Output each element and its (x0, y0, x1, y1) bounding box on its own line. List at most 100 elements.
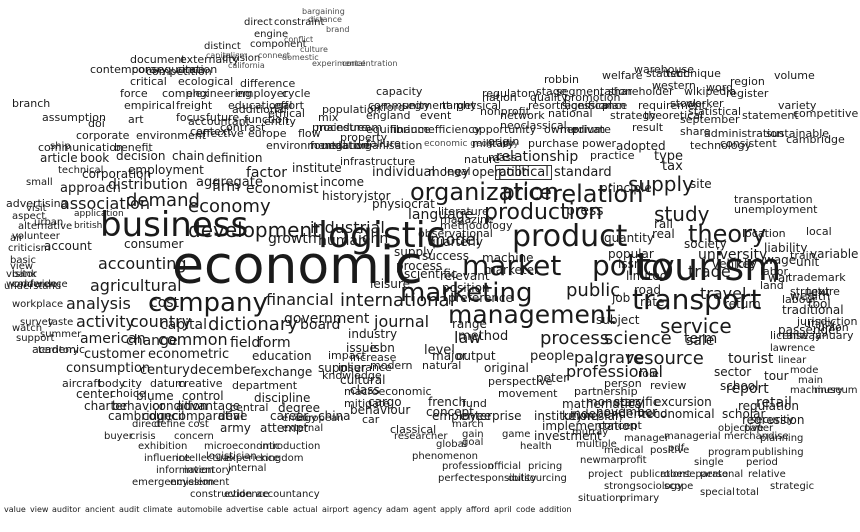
cloud-word-empirical: empirical (124, 100, 175, 111)
cloud-word-fund: fund (462, 398, 487, 409)
cloud-word-resort: resort (528, 100, 560, 111)
cloud-word-conflict: conflict (284, 36, 313, 44)
cloud-word-tourist: tourist (728, 352, 773, 366)
cloud-word-chain: chain (172, 150, 205, 162)
cloud-word-political: political (496, 166, 551, 179)
cloud-word-volume: volume (774, 70, 815, 81)
cloud-word-small: small (26, 178, 53, 188)
cloud-word-element: element (188, 478, 229, 488)
cloud-word-advertise: advertise (226, 506, 263, 514)
cloud-word-society: society (684, 238, 727, 250)
cloud-word-process: process (540, 330, 609, 348)
cloud-word-change: change (126, 334, 178, 348)
cloud-word-ancient: ancient (85, 506, 115, 514)
cloud-word-definition: definition (206, 152, 262, 164)
cloud-word-audit: audit (119, 506, 139, 514)
cloud-word-control: control (182, 390, 224, 402)
cloud-word-rate: rate (640, 296, 664, 308)
cloud-word-consumer: consumer (124, 238, 183, 250)
cloud-word-ethical: ethical (268, 108, 305, 119)
cloud-word-technical: technical (58, 166, 103, 176)
cloud-word-return: return (724, 298, 761, 310)
cloud-word-concentration: concentration (342, 60, 397, 68)
cloud-word-perfect: perfect (438, 474, 474, 484)
cloud-word-method: method (458, 330, 508, 343)
cloud-word-report: report (726, 382, 769, 396)
cloud-word-press: press (566, 204, 604, 218)
cloud-word-opportunity: opportunity (472, 124, 536, 135)
cloud-word-car: car (362, 414, 379, 425)
cloud-word-people: people (530, 350, 574, 363)
cloud-word-modern: modern (370, 360, 413, 371)
cloud-word-result: result (632, 122, 663, 133)
cloud-word-unit: unit (796, 256, 819, 268)
cloud-word-california: california (228, 62, 265, 70)
cloud-word-january: january (812, 330, 854, 341)
cloud-word-key: key (736, 258, 757, 270)
cloud-word-strong: strong (604, 482, 636, 492)
cloud-word-march: march (452, 420, 484, 430)
cloud-word-review: review (650, 380, 686, 391)
cloud-word-issn: issn (618, 258, 641, 270)
cloud-word-apply: apply (440, 506, 462, 514)
cloud-word-success: success (422, 250, 469, 262)
cloud-word-complex: complex (162, 88, 209, 99)
cloud-word-robbin: robbin (544, 74, 579, 85)
cloud-word-regulation: regulation (738, 400, 799, 412)
cloud-word-addition: addition (539, 506, 572, 514)
cloud-word-internal: internal (228, 464, 266, 474)
cloud-word-variety: variety (778, 100, 816, 111)
cloud-word-creative: creative (178, 378, 222, 389)
cloud-word-adam: adam (386, 506, 409, 514)
cloud-word-activity: activity (76, 314, 135, 330)
cloud-word-analysis: analysis (66, 296, 131, 312)
cloud-word-machinery: machinery (790, 386, 843, 396)
cloud-word-adopted: adopted (616, 140, 666, 152)
cloud-word-science: science (604, 330, 672, 348)
cloud-word-consumption: consumption (66, 362, 150, 375)
cloud-word-view: view (30, 506, 48, 514)
cloud-word-segment: segment (402, 100, 450, 111)
cloud-word-criticism: criticism (8, 244, 50, 254)
cloud-word-medical: medical (604, 446, 643, 456)
cloud-word-site: site (690, 178, 712, 190)
cloud-word-quantity: quantity (604, 232, 654, 244)
cloud-word-worker: worker (686, 98, 724, 109)
cloud-word-introduction: introduction (260, 442, 320, 452)
cloud-word-institute: institute (292, 162, 342, 174)
cloud-word-economy: economy (188, 198, 271, 216)
cloud-word-game: game (502, 430, 530, 440)
cloud-word-application: application (74, 210, 124, 219)
cloud-word-marketer: marketer (484, 264, 539, 276)
cloud-word-strategic: strategic (770, 482, 814, 492)
cloud-word-real: real (652, 228, 675, 240)
cloud-word-exhibition: exhibition (138, 442, 187, 452)
cloud-word-single: single (694, 458, 724, 468)
cloud-word-labor: labor (760, 266, 788, 277)
cloud-word-land: land (760, 280, 784, 291)
cloud-word-french: french (428, 396, 466, 408)
cloud-word-pricing: pricing (528, 462, 562, 472)
cloud-word-john: john (358, 232, 388, 246)
cloud-word-force: force (120, 88, 148, 99)
cloud-word-actual: actual (293, 506, 318, 514)
cloud-word-direct: direct (244, 18, 273, 28)
cloud-word-workplace: workplace (12, 300, 63, 310)
cloud-word-lawrence: lawrence (770, 344, 815, 354)
cloud-word-region: region (730, 76, 765, 87)
cloud-word-managerial: managerial (664, 432, 721, 442)
cloud-word-planning: planning (760, 434, 803, 444)
cloud-word-exchange: exchange (254, 366, 312, 378)
cloud-word-agency: agency (353, 506, 382, 514)
cloud-word-price: price (502, 182, 552, 202)
cloud-word-trademark: trademark (788, 272, 846, 283)
cloud-word-taste: taste (48, 318, 73, 328)
cloud-word-distance: distance (308, 16, 342, 24)
cloud-word-assumption: assumption (42, 112, 106, 123)
cloud-word-summer: summer (40, 330, 81, 340)
cloud-word-movement: movement (498, 388, 558, 399)
cloud-word-education: education (252, 350, 312, 362)
cloud-word-cost: cost (150, 296, 179, 310)
cloud-word-financial: financial (266, 292, 334, 308)
